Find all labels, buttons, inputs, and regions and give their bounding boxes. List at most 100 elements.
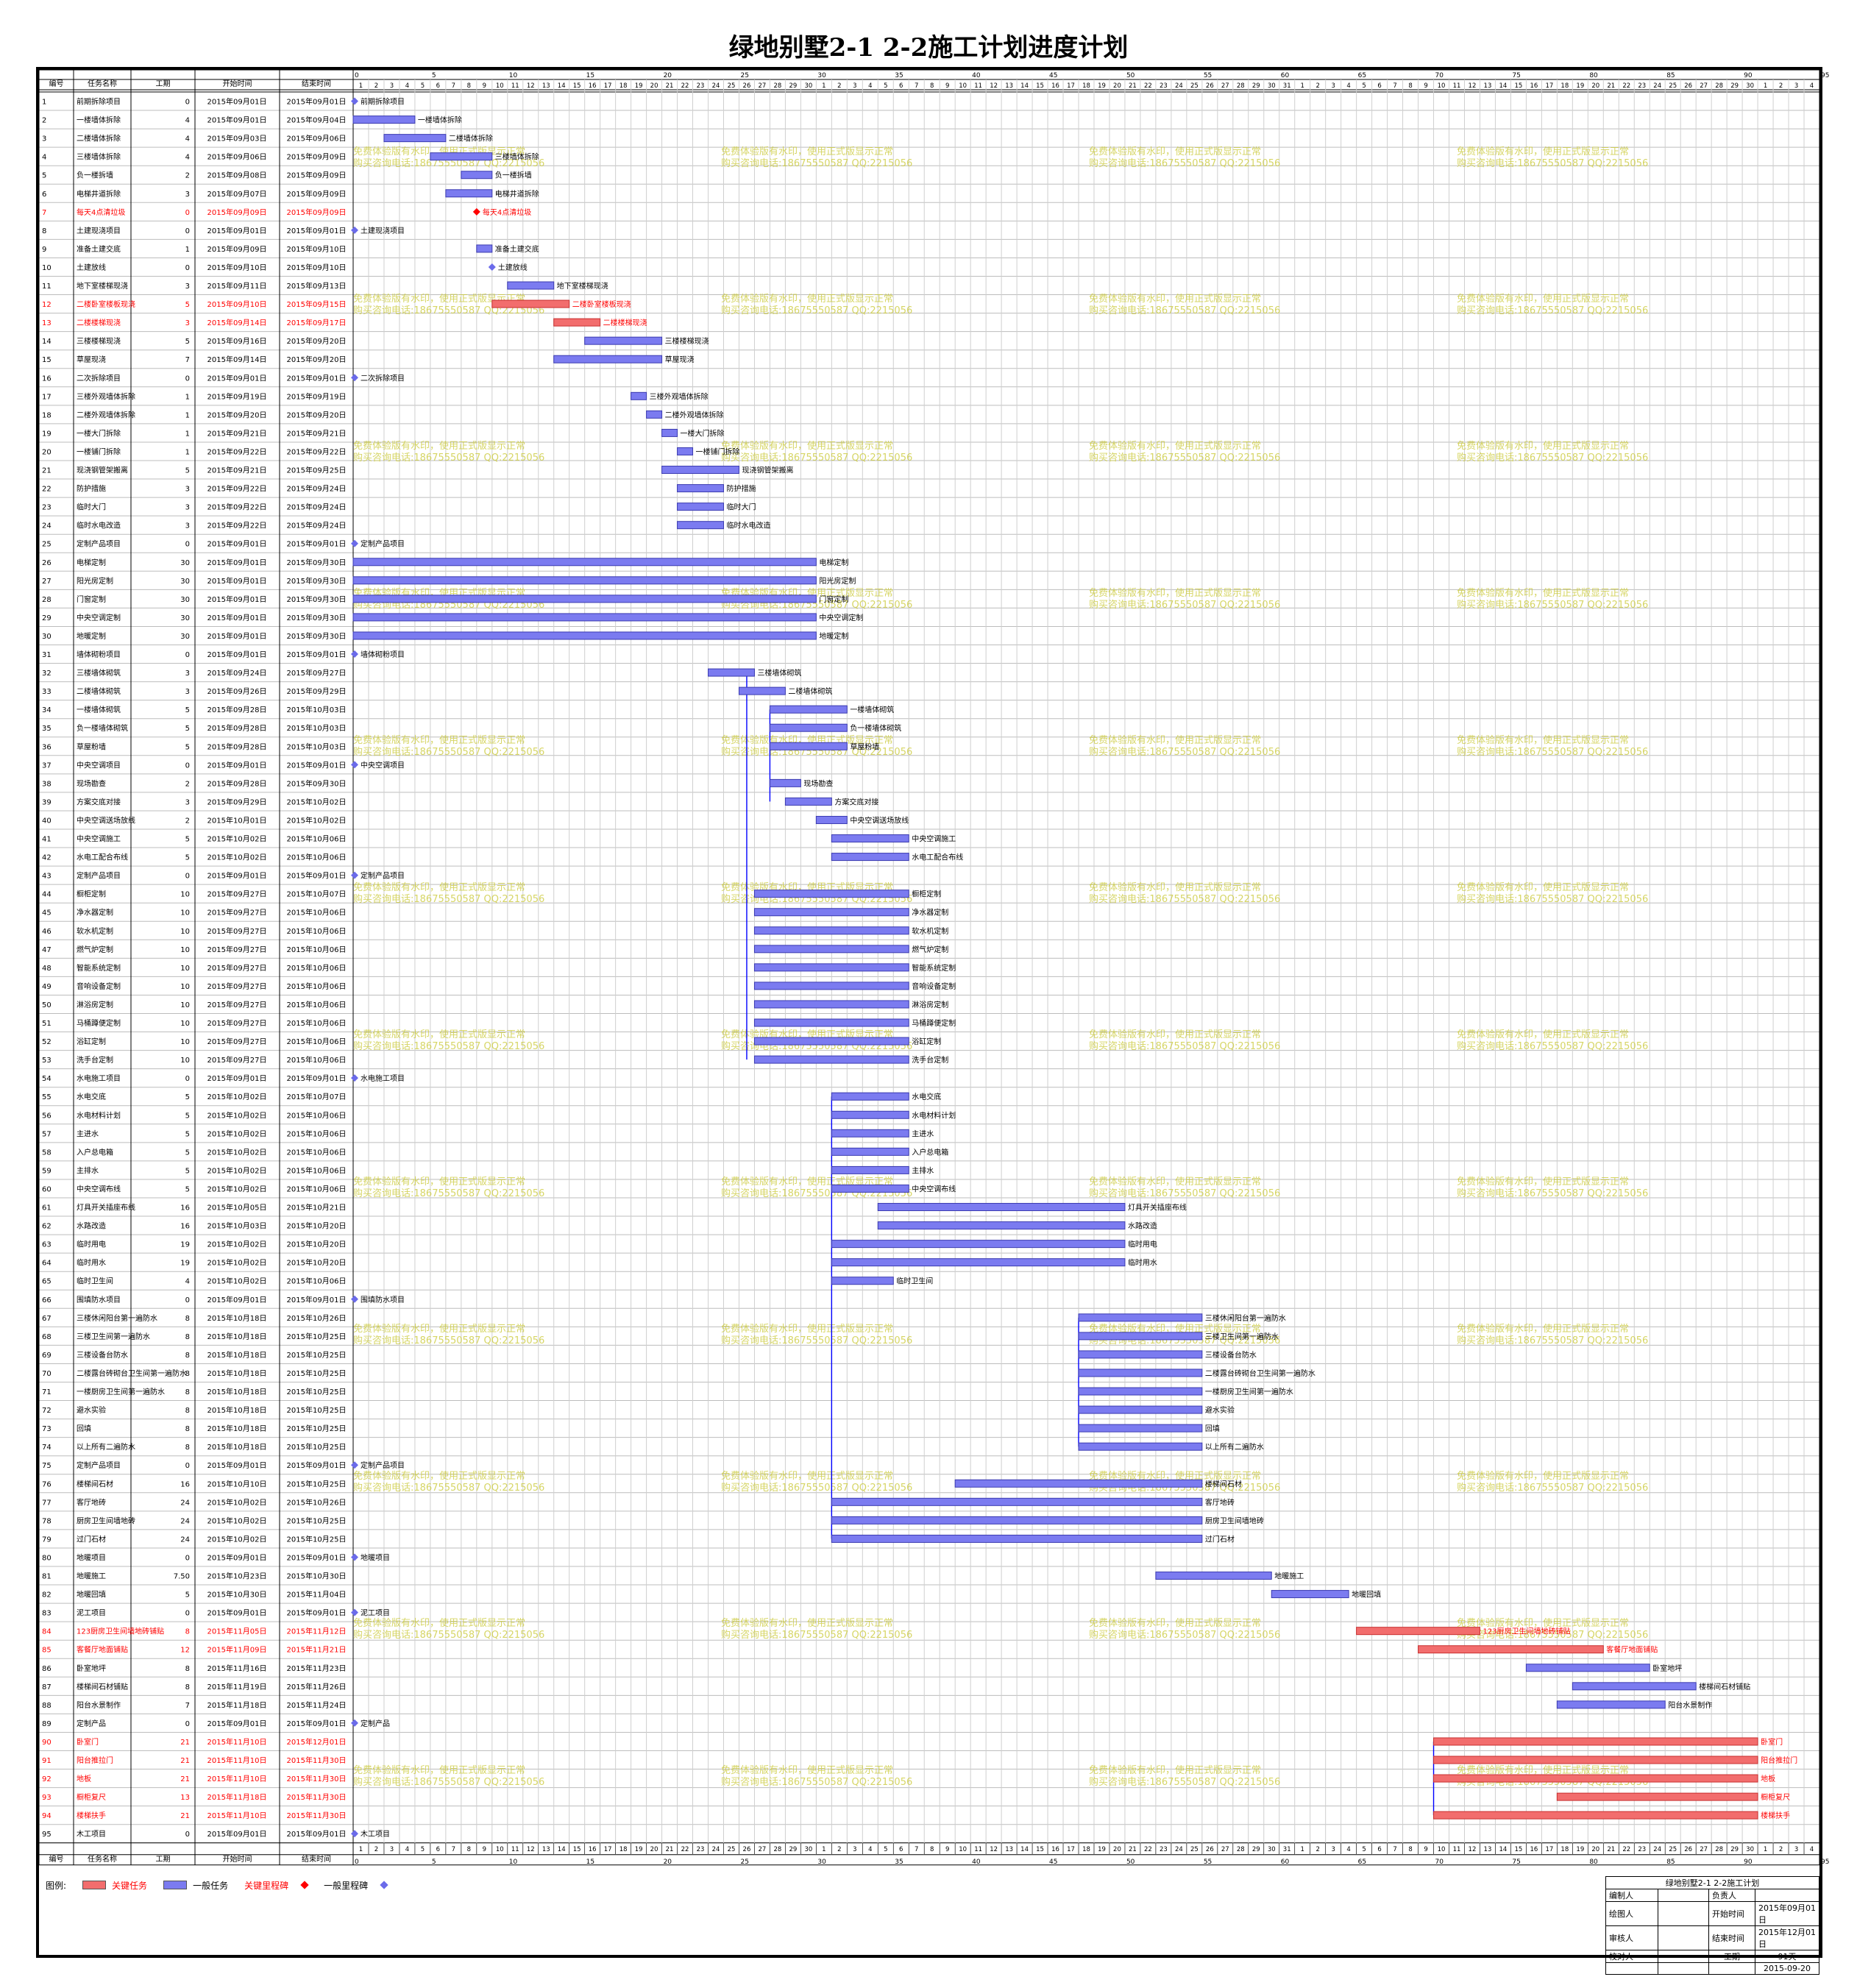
watermark-text: 购买咨询电话:18675550587 QQ:2215056 [353, 893, 544, 905]
day-number-bottom: 23 [1160, 1846, 1168, 1853]
task-id: 74 [42, 1444, 52, 1452]
watermark-text: 购买咨询电话:18675550587 QQ:2215056 [353, 1629, 544, 1641]
day-number: 16 [1051, 82, 1059, 90]
task-start: 2015年10月05日 [207, 1203, 267, 1213]
task-start: 2015年09月27日 [207, 1037, 267, 1046]
milestone-label: 定制产品 [361, 1719, 390, 1728]
watermark-text: 购买咨询电话:18675550587 QQ:2215056 [721, 1335, 912, 1346]
task-bar [1433, 1737, 1758, 1746]
task-start: 2015年10月02日 [207, 1240, 267, 1249]
task-bar [769, 742, 848, 750]
task-bar [352, 558, 817, 567]
milestone-diamond [351, 374, 358, 382]
day-number-bottom: 30 [1746, 1846, 1754, 1853]
task-id: 88 [42, 1702, 52, 1710]
day-number: 4 [1346, 82, 1350, 90]
timescale-label: 30 [817, 72, 826, 79]
timescale-label-bottom: 35 [895, 1859, 903, 1866]
task-id: 38 [42, 780, 52, 788]
task-bar [1556, 1792, 1758, 1801]
task-duration: 5 [185, 1591, 190, 1600]
task-name: 地暖定制 [77, 631, 106, 641]
task-id: 30 [42, 633, 52, 641]
task-start: 2015年11月10日 [207, 1774, 267, 1783]
task-end: 2015年09月10日 [287, 263, 347, 272]
task-duration: 8 [185, 1665, 190, 1673]
watermark-text: 购买咨询电话:18675550587 QQ:2215056 [1457, 1482, 1648, 1494]
task-end: 2015年09月01日 [287, 1829, 347, 1839]
task-bar [753, 1055, 909, 1064]
day-number-bottom: 4 [405, 1846, 409, 1853]
task-duration: 4 [185, 117, 190, 125]
task-duration: 30 [180, 578, 190, 586]
day-number: 3 [1794, 82, 1798, 90]
day-number-bottom: 17 [604, 1846, 612, 1853]
day-number: 21 [1607, 82, 1615, 90]
task-duration: 0 [185, 762, 190, 770]
day-number-bottom: 12 [1469, 1846, 1477, 1853]
task-bar-label: 防护措施 [726, 484, 756, 494]
day-number: 10 [959, 82, 967, 90]
info-cell: 结束时间 [1708, 1925, 1755, 1950]
day-number: 2 [374, 82, 378, 90]
watermark-text: 购买咨询电话:18675550587 QQ:2215056 [721, 1776, 912, 1788]
task-bar-label: 楼梯扶手 [1761, 1811, 1790, 1820]
task-id: 60 [42, 1185, 52, 1193]
task-duration: 19 [180, 1260, 190, 1268]
task-id: 56 [42, 1112, 52, 1120]
task-end: 2015年09月09日 [287, 152, 347, 162]
milestone-label: 每天4点清垃圾 [483, 207, 531, 217]
milestone-diamond [351, 226, 358, 234]
task-bar [1418, 1645, 1604, 1654]
task-id: 90 [42, 1739, 52, 1747]
task-duration: 5 [185, 706, 190, 714]
task-id: 26 [42, 559, 52, 567]
day-number-bottom: 3 [1794, 1846, 1798, 1853]
task-bar-label: 电梯定制 [819, 558, 848, 567]
milestone-label: 定制产品项目 [361, 1460, 405, 1470]
day-number-bottom: 8 [1408, 1846, 1412, 1853]
task-bar-label: 地暖施工 [1274, 1572, 1304, 1581]
milestone-label: 前期拆除项目 [361, 97, 405, 107]
day-number: 13 [1484, 82, 1492, 90]
task-bar [476, 244, 493, 253]
task-name: 回填 [77, 1424, 91, 1433]
day-number-bottom: 2 [1315, 1846, 1319, 1853]
day-number-bottom: 10 [1438, 1846, 1446, 1853]
day-number-bottom: 11 [974, 1846, 982, 1853]
task-id: 47 [42, 946, 52, 954]
task-name: 一楼大门拆除 [77, 428, 121, 438]
task-id: 70 [42, 1370, 52, 1378]
task-duration: 10 [180, 1057, 190, 1065]
task-bar-label: 过门石材 [1205, 1534, 1235, 1544]
day-number: 18 [1560, 82, 1569, 90]
timescale-label: 20 [664, 72, 672, 79]
watermark-text: 免费体验版有水印，使用正式版显示正常 [353, 1617, 525, 1629]
task-duration: 8 [185, 1425, 190, 1433]
legend-critical-task-label: 关键任务 [112, 1880, 148, 1891]
task-end: 2015年10月25日 [287, 1387, 347, 1396]
day-number-bottom: 12 [990, 1846, 998, 1853]
day-number: 6 [899, 82, 903, 90]
task-end: 2015年09月30日 [287, 576, 347, 586]
task-start: 2015年09月01日 [207, 226, 267, 235]
task-bar-label: 主排水 [912, 1165, 934, 1175]
task-name: 软水机定制 [77, 926, 113, 936]
task-start: 2015年09月28日 [207, 705, 267, 714]
task-end: 2015年10月25日 [287, 1516, 347, 1525]
task-name: 中央空调项目 [77, 760, 121, 770]
watermark-text: 免费体验版有水印，使用正式版显示正常 [1089, 587, 1261, 599]
task-id: 92 [42, 1775, 52, 1783]
day-number-bottom: 30 [1268, 1846, 1276, 1853]
day-number-bottom: 31 [1283, 1846, 1291, 1853]
task-end: 2015年10月06日 [287, 1184, 347, 1193]
timescale-label: 45 [1049, 72, 1057, 79]
footer-column-header-name: 任务名称 [88, 1854, 117, 1864]
task-name: 地暖回填 [77, 1590, 106, 1600]
task-end: 2015年10月20日 [287, 1240, 347, 1249]
task-id: 6 [42, 191, 46, 199]
task-id: 87 [42, 1683, 52, 1691]
task-end: 2015年11月30日 [287, 1756, 347, 1765]
task-bar [753, 963, 909, 972]
task-duration: 16 [180, 1204, 190, 1213]
